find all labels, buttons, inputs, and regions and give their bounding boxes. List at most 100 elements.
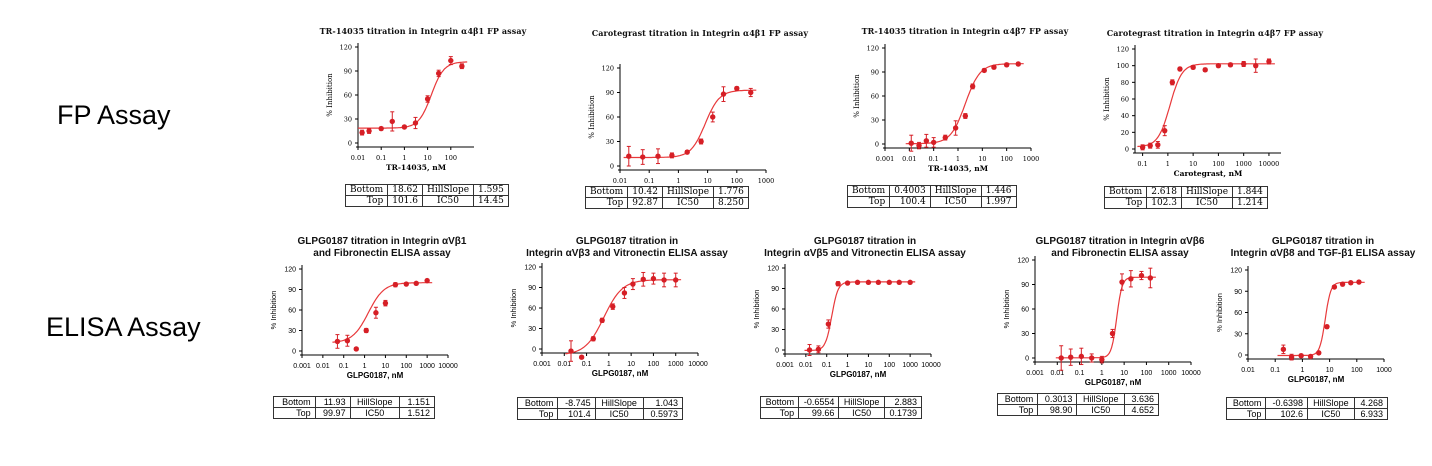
point-marker <box>991 64 997 70</box>
data-point <box>640 149 646 165</box>
fit-parameter-table: Bottom -0.6554 HillSlope 2.883 Top 99.66 IC50 0… <box>759 396 923 419</box>
data-point <box>930 137 937 148</box>
param-label-top: Top <box>759 407 800 419</box>
point-marker <box>969 83 976 90</box>
data-point <box>815 345 822 354</box>
point-marker <box>923 138 930 144</box>
param-value-ic50: 6.933 <box>1353 408 1389 420</box>
x-tick-label: 1000 <box>668 361 684 368</box>
x-tick-label: 1000 <box>902 362 918 369</box>
y-tick-label: 0 <box>610 163 614 171</box>
x-tick-label: 0.01 <box>902 155 916 163</box>
chart-title-line: Carotegrast titration in Integrin α4β1 F… <box>591 28 809 38</box>
chart-title-line: GLPG0187 titration in <box>813 236 917 247</box>
param-value-top: 92.87 <box>627 197 663 209</box>
y-tick-label: 120 <box>767 266 779 273</box>
x-tick-label: 0.1 <box>928 155 938 163</box>
param-label-bottom: Bottom <box>1103 186 1148 198</box>
x-tick-label: 1 <box>607 361 611 368</box>
data-point <box>1190 64 1196 71</box>
x-tick-label: 10 <box>703 177 711 185</box>
chart-title-line: and Fibronectin ELISA assay <box>1051 248 1189 259</box>
point-marker <box>1288 354 1295 360</box>
point-marker <box>448 57 454 64</box>
data-point <box>1288 353 1295 361</box>
point-marker <box>366 128 372 134</box>
x-tick-label: 0.001 <box>293 363 311 370</box>
point-marker <box>875 279 882 286</box>
x-tick-label: 0.01 <box>1050 370 1064 377</box>
param-value-hillslope: 1.151 <box>398 396 436 408</box>
point-marker <box>930 139 937 146</box>
point-marker <box>363 327 369 334</box>
param-value-bottom: -0.6398 <box>1265 397 1308 409</box>
chart-title-line: TR-14035 titration in Integrin α4β1 FP a… <box>319 26 527 36</box>
table-row: Top 102.6 IC50 6.933 <box>1225 408 1389 420</box>
point-marker <box>1169 79 1176 86</box>
y-tick-label: 60 <box>1121 96 1129 104</box>
param-label-ic50: IC50 <box>594 408 644 420</box>
param-value-bottom: 0.4003 <box>889 185 931 197</box>
data-point <box>412 116 419 130</box>
data-point <box>1099 355 1105 364</box>
point-marker <box>621 290 628 296</box>
data-point <box>1202 67 1208 73</box>
point-marker <box>844 280 851 286</box>
param-label-top: Top <box>584 197 629 209</box>
table-row: Top 100.4 IC50 1.997 <box>846 196 1017 208</box>
data-point <box>334 334 341 349</box>
fit-parameter-table: Bottom 11.93 HillSlope 1.151 Top 99.97 IC50 1.5… <box>273 396 436 419</box>
point-marker <box>825 321 832 327</box>
fit-curve <box>804 281 916 351</box>
y-tick-label: 30 <box>288 328 296 335</box>
y-tick-label: 120 <box>284 267 296 274</box>
data-point <box>1003 62 1010 68</box>
data-point <box>1162 125 1168 137</box>
y-tick-label: 30 <box>606 138 614 146</box>
param-label-top: Top <box>1225 408 1267 420</box>
param-label-hillslope: HillSlope <box>929 185 982 197</box>
x-tick-label: 1000 <box>1235 160 1252 168</box>
table-row: Top 102.3 IC50 1.214 <box>1103 197 1268 209</box>
x-tick-label: 10000 <box>1259 160 1280 168</box>
param-label-hillslope: HillSlope <box>661 186 715 198</box>
chart-title-line: GLPG0187 titration in <box>1271 236 1375 247</box>
point-marker <box>835 281 841 287</box>
point-marker <box>1139 144 1146 151</box>
data-point <box>942 134 948 141</box>
point-marker <box>1068 354 1074 360</box>
x-tick-label: 0.001 <box>776 362 794 369</box>
x-tick-label: 1 <box>1166 160 1170 168</box>
point-marker <box>942 134 948 141</box>
x-tick-label: 10000 <box>438 363 458 370</box>
y-axis-label: % Inhibition <box>588 95 596 139</box>
fit-curve <box>905 63 1024 145</box>
param-value-hillslope: 1.844 <box>1232 186 1268 198</box>
x-tick-label: 0.01 <box>351 154 365 162</box>
table-row: Bottom -0.6554 HillSlope 2.883 <box>759 396 923 408</box>
point-marker <box>710 114 716 120</box>
point-marker <box>1339 281 1346 287</box>
data-point <box>684 149 690 155</box>
x-tick-label: 0.1 <box>376 154 386 162</box>
param-value-ic50: 0.5973 <box>642 408 684 420</box>
data-point <box>413 280 419 287</box>
fit-curve <box>1055 276 1156 359</box>
data-point <box>896 279 902 286</box>
param-value-bottom: 2.618 <box>1146 186 1182 198</box>
chart-title: GLPG0187 titration in Integrin αVβ1 and F… <box>252 236 512 260</box>
data-point <box>1119 273 1125 291</box>
point-marker <box>734 85 740 92</box>
data-point <box>378 125 384 132</box>
data-point <box>1068 348 1074 366</box>
data-point <box>621 287 628 299</box>
data-point <box>734 85 740 92</box>
point-marker <box>413 280 419 287</box>
param-label-ic50: IC50 <box>421 195 475 207</box>
param-value-hillslope: 4.268 <box>1353 397 1389 409</box>
table-row: Bottom -0.6398 HillSlope 4.268 <box>1225 397 1389 409</box>
data-point <box>650 272 657 285</box>
data-point <box>844 280 851 286</box>
